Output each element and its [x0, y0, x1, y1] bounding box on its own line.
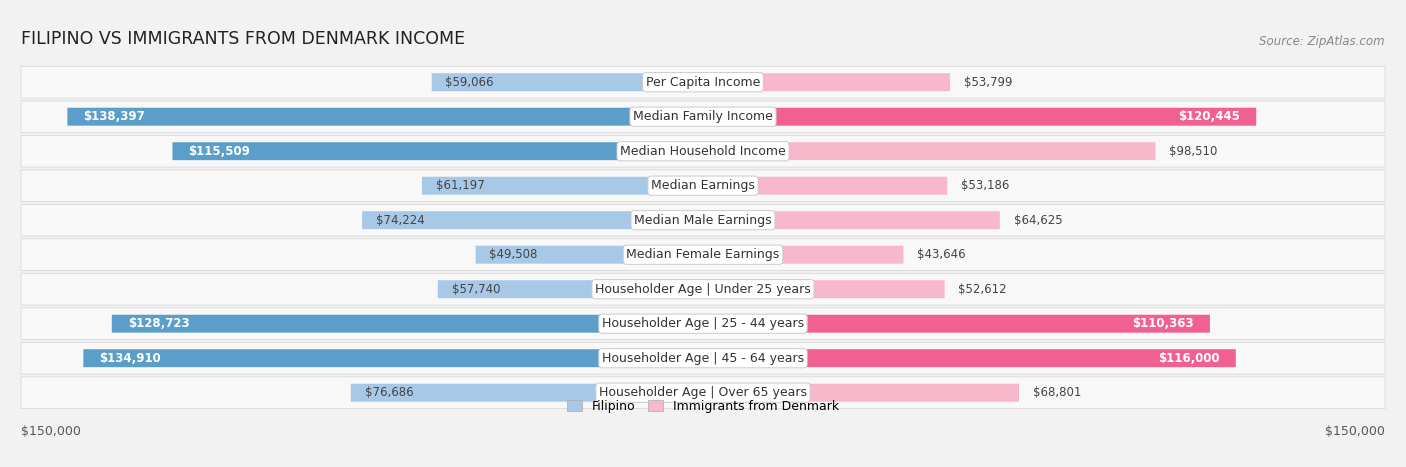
- Text: $110,363: $110,363: [1132, 317, 1194, 330]
- FancyBboxPatch shape: [21, 377, 1385, 409]
- Text: Householder Age | Over 65 years: Householder Age | Over 65 years: [599, 386, 807, 399]
- FancyBboxPatch shape: [173, 142, 703, 160]
- FancyBboxPatch shape: [703, 211, 1000, 229]
- FancyBboxPatch shape: [422, 177, 703, 195]
- FancyBboxPatch shape: [475, 246, 703, 264]
- Text: $115,509: $115,509: [188, 145, 250, 158]
- Text: Householder Age | 45 - 64 years: Householder Age | 45 - 64 years: [602, 352, 804, 365]
- FancyBboxPatch shape: [703, 315, 1211, 333]
- Text: $53,186: $53,186: [962, 179, 1010, 192]
- FancyBboxPatch shape: [703, 177, 948, 195]
- FancyBboxPatch shape: [703, 246, 904, 264]
- Text: $116,000: $116,000: [1159, 352, 1219, 365]
- Text: $74,224: $74,224: [375, 214, 425, 226]
- FancyBboxPatch shape: [21, 135, 1385, 167]
- FancyBboxPatch shape: [703, 384, 1019, 402]
- Text: Householder Age | Under 25 years: Householder Age | Under 25 years: [595, 283, 811, 296]
- Text: $68,801: $68,801: [1033, 386, 1081, 399]
- FancyBboxPatch shape: [21, 273, 1385, 305]
- FancyBboxPatch shape: [437, 280, 703, 298]
- Text: $150,000: $150,000: [1326, 425, 1385, 439]
- FancyBboxPatch shape: [703, 280, 945, 298]
- FancyBboxPatch shape: [363, 211, 703, 229]
- Text: $64,625: $64,625: [1014, 214, 1062, 226]
- Text: Per Capita Income: Per Capita Income: [645, 76, 761, 89]
- FancyBboxPatch shape: [432, 73, 703, 91]
- FancyBboxPatch shape: [703, 142, 1156, 160]
- Legend: Filipino, Immigrants from Denmark: Filipino, Immigrants from Denmark: [562, 395, 844, 418]
- Text: $98,510: $98,510: [1170, 145, 1218, 158]
- Text: $76,686: $76,686: [364, 386, 413, 399]
- Text: $150,000: $150,000: [21, 425, 80, 439]
- Text: Median Family Income: Median Family Income: [633, 110, 773, 123]
- Text: $128,723: $128,723: [128, 317, 190, 330]
- FancyBboxPatch shape: [703, 108, 1256, 126]
- Text: $49,508: $49,508: [489, 248, 537, 261]
- Text: $57,740: $57,740: [451, 283, 501, 296]
- Text: $61,197: $61,197: [436, 179, 485, 192]
- Text: Median Household Income: Median Household Income: [620, 145, 786, 158]
- Text: $120,445: $120,445: [1178, 110, 1240, 123]
- FancyBboxPatch shape: [21, 101, 1385, 133]
- Text: Median Female Earnings: Median Female Earnings: [627, 248, 779, 261]
- FancyBboxPatch shape: [21, 308, 1385, 340]
- FancyBboxPatch shape: [67, 108, 703, 126]
- Text: $43,646: $43,646: [917, 248, 966, 261]
- Text: Median Male Earnings: Median Male Earnings: [634, 214, 772, 226]
- Text: $134,910: $134,910: [100, 352, 162, 365]
- Text: $59,066: $59,066: [446, 76, 494, 89]
- Text: Householder Age | 25 - 44 years: Householder Age | 25 - 44 years: [602, 317, 804, 330]
- FancyBboxPatch shape: [703, 73, 950, 91]
- Text: $138,397: $138,397: [83, 110, 145, 123]
- Text: Median Earnings: Median Earnings: [651, 179, 755, 192]
- Text: $53,799: $53,799: [965, 76, 1012, 89]
- FancyBboxPatch shape: [83, 349, 703, 367]
- FancyBboxPatch shape: [21, 170, 1385, 202]
- Text: FILIPINO VS IMMIGRANTS FROM DENMARK INCOME: FILIPINO VS IMMIGRANTS FROM DENMARK INCO…: [21, 30, 465, 48]
- FancyBboxPatch shape: [350, 384, 703, 402]
- FancyBboxPatch shape: [21, 239, 1385, 270]
- Text: Source: ZipAtlas.com: Source: ZipAtlas.com: [1260, 35, 1385, 48]
- FancyBboxPatch shape: [21, 66, 1385, 98]
- FancyBboxPatch shape: [21, 205, 1385, 236]
- Text: $52,612: $52,612: [959, 283, 1007, 296]
- FancyBboxPatch shape: [21, 342, 1385, 374]
- FancyBboxPatch shape: [703, 349, 1236, 367]
- FancyBboxPatch shape: [112, 315, 703, 333]
